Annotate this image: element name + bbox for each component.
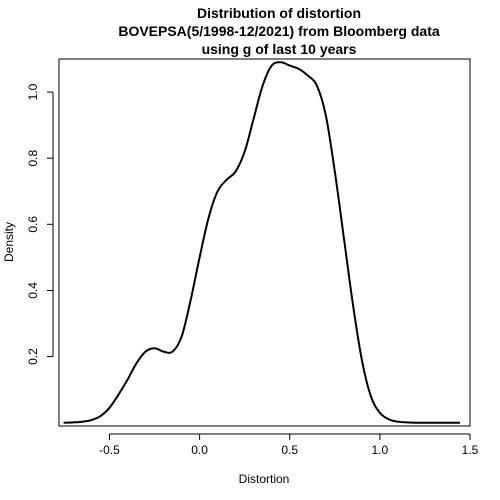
- x-tick-label: 0.5: [281, 443, 298, 457]
- x-tick-label: 1.0: [372, 443, 389, 457]
- y-tick-label: 0.4: [26, 282, 40, 299]
- y-tick-label: 0.8: [26, 150, 40, 167]
- x-tick-label: -0.5: [99, 443, 120, 457]
- y-tick-label: 1.0: [26, 83, 40, 100]
- x-tick-label: 1.5: [462, 443, 479, 457]
- y-tick-label: 0.6: [26, 216, 40, 233]
- x-axis-label: Distortion: [239, 472, 290, 486]
- x-axis: -0.5 0.0 0.5 1.0 1.5: [99, 433, 479, 457]
- chart-title-line-3: using g of last 10 years: [202, 41, 357, 57]
- density-series-line: [63, 61, 461, 424]
- chart-title-line-2: BOVEPSA(5/1998-12/2021) from Bloomberg d…: [118, 23, 440, 39]
- chart-title-line-1: Distribution of distortion: [197, 5, 361, 21]
- y-tick-label: 0.2: [26, 348, 40, 365]
- plot-area: [58, 58, 471, 427]
- x-tick-label: 0.0: [191, 443, 208, 457]
- y-axis-label: Density: [2, 222, 16, 262]
- y-axis: 0.2 0.4 0.6 0.8 1.0: [26, 83, 54, 365]
